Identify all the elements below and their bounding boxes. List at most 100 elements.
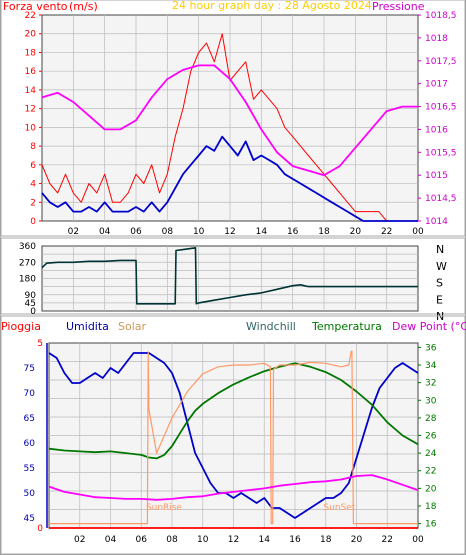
pressure-tick-label: 1014 [425, 217, 448, 227]
hour-tick-label: 08 [166, 535, 178, 545]
direction-tick-label: 360 [19, 242, 36, 252]
temperature-tick-label: 20 [425, 484, 437, 494]
hour-tick-label: 02 [68, 227, 79, 237]
hour-tick-label: 02 [74, 535, 85, 545]
hour-tick-label: 10 [197, 535, 209, 545]
hour-tick-label: 14 [259, 535, 271, 545]
pressure-tick-label: 1016 [425, 125, 448, 135]
pressure-tick-label: 1015,5 [425, 148, 457, 158]
hour-tick-label: 00 [412, 535, 424, 545]
sunrise-label: SunRise [146, 503, 183, 513]
wind-tick-label: 0 [30, 217, 36, 227]
hour-tick-label: 12 [224, 227, 235, 237]
temperature-tick-label: 24 [425, 449, 437, 459]
pressure-tick-label: 1014,5 [425, 194, 457, 204]
pressure-tick-label: 1018 [425, 34, 448, 44]
compass-label: N [436, 243, 444, 256]
hour-tick-label: 04 [99, 227, 111, 237]
chart-title: 24 hour graph day : 28 Agosto 2024 [172, 0, 372, 12]
wind-tick-label: 6 [30, 161, 36, 171]
humidity-tick-label: 60 [24, 439, 36, 449]
temperature-legend: Temperatura [311, 320, 382, 333]
hour-tick-label: 22 [382, 535, 393, 545]
rain-tick-labels: 05 [37, 339, 48, 534]
temperature-tick-label: 22 [425, 467, 436, 477]
humidity-tick-label: 65 [24, 414, 35, 424]
hour-tick-label: 06 [130, 227, 142, 237]
hour-tick-label: 16 [287, 227, 299, 237]
dewpoint-line [48, 474, 419, 501]
windchill-legend: Windchill [246, 320, 296, 333]
solar-legend: Solar [118, 320, 147, 333]
temperature-tick-label: 36 [425, 343, 437, 353]
hour-tick-label: 16 [289, 535, 301, 545]
wind-speed-line [41, 135, 418, 222]
hour-tick-labels: 02 04 06 08 10 12 14 16 18 20 22 00 [68, 227, 424, 237]
humidity-legend: Umidita [66, 320, 109, 333]
dewpoint-legend: Dew Point (°C) [392, 320, 466, 333]
wind-tick-label: 2 [30, 198, 36, 208]
wind-tick-label: 16 [25, 67, 37, 77]
temperature-tick-labels: 16 18 20 22 24 26 28 30 32 34 36 [418, 343, 437, 530]
hour-tick-label: 04 [105, 535, 117, 545]
grid [41, 245, 419, 312]
hour-tick-label: 18 [320, 535, 332, 545]
temperature-tick-label: 26 [425, 432, 437, 442]
hour-tick-label: 22 [381, 227, 392, 237]
compass-label: W [436, 260, 447, 273]
grid [41, 14, 419, 222]
rain-tick-label: 0 [37, 524, 43, 534]
direction-tick-label: 90 [25, 291, 37, 301]
series-lines [41, 33, 418, 222]
temperature-tick-label: 32 [425, 379, 436, 389]
pressure-axis-title: Pressione [372, 0, 425, 13]
wind-tick-label: 18 [25, 48, 37, 58]
hour-tick-labels: 02 04 06 08 10 12 14 16 18 20 22 00 [74, 535, 424, 545]
humidity-tick-labels: 45 50 55 60 65 70 75 [24, 364, 36, 524]
pressure-tick-label: 1017 [425, 80, 448, 90]
wind-axis-title: Forza vento [3, 0, 68, 13]
temperature-humidity-chart: Pioggia Umidita Solar Windchill Temperat… [0, 315, 466, 555]
wind-axis-unit: (m/s) [69, 0, 98, 13]
hour-tick-label: 14 [256, 227, 268, 237]
temperature-line [48, 362, 419, 460]
sunset-label: SunSet [323, 503, 355, 513]
hour-tick-label: 10 [193, 227, 205, 237]
direction-tick-label: 270 [19, 258, 36, 268]
hour-tick-label: 08 [162, 227, 174, 237]
temperature-tick-label: 28 [425, 414, 437, 424]
hour-tick-label: 20 [351, 535, 363, 545]
temperature-tick-label: 18 [425, 502, 437, 512]
hour-tick-label: 06 [136, 535, 148, 545]
solar-line [49, 350, 418, 525]
humidity-tick-label: 50 [24, 489, 36, 499]
pressure-tick-label: 1016,5 [425, 103, 457, 113]
rain-legend: Pioggia [1, 320, 41, 333]
hour-tick-label: 18 [318, 227, 330, 237]
wind-tick-label: 8 [30, 142, 36, 152]
humidity-tick-label: 75 [24, 364, 35, 374]
direction-tick-label: 0 [30, 307, 36, 317]
direction-tick-label: 45 [25, 299, 36, 309]
rain-tick-label: 5 [37, 339, 43, 349]
pressure-tick-labels: 1014 1014,5 1015 1015,5 1016 1016,5 1017 1017,5… [418, 11, 457, 227]
wind-pressure-chart: Forza vento (m/s) 24 hour graph day : 28… [0, 0, 466, 237]
wind-tick-label: 22 [25, 11, 36, 21]
series-lines [41, 247, 418, 305]
temperature-tick-label: 30 [425, 396, 437, 406]
wind-tick-label: 12 [25, 105, 36, 115]
wind-tick-labels: 0 2 4 6 8 10 12 14 16 18 20 22 [25, 11, 42, 227]
humidity-tick-label: 70 [24, 389, 36, 399]
wind-tick-label: 20 [25, 30, 37, 40]
compass-label: S [436, 277, 443, 290]
humidity-line [48, 352, 419, 519]
pressure-line [41, 64, 418, 177]
humidity-tick-label: 55 [24, 464, 35, 474]
wind-tick-label: 14 [25, 86, 37, 96]
humidity-tick-label: 45 [24, 514, 35, 524]
compass-label: E [436, 293, 443, 306]
hour-tick-label: 00 [412, 227, 424, 237]
